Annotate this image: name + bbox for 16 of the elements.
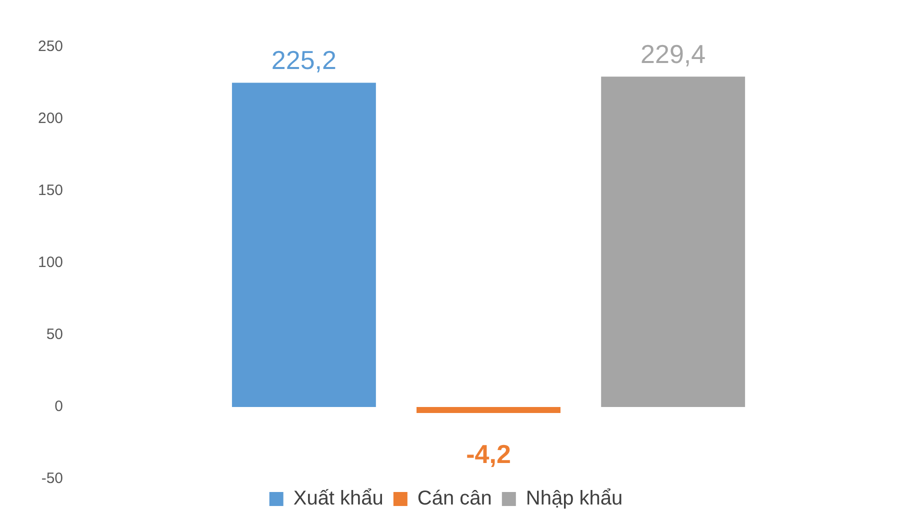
y-tick-label: 150 xyxy=(38,182,64,200)
y-tick-label: -50 xyxy=(41,470,64,488)
bar xyxy=(232,82,376,407)
y-tick-label: 50 xyxy=(46,326,64,344)
legend-label: Xuất khẩu xyxy=(293,488,384,510)
data-label: 225,2 xyxy=(271,44,336,75)
data-label: -4,2 xyxy=(466,439,511,470)
bar xyxy=(416,407,560,414)
y-tick-label: 0 xyxy=(54,398,64,416)
bar xyxy=(601,76,746,407)
data-label: 229,4 xyxy=(640,38,706,69)
y-tick-label: 100 xyxy=(38,254,64,272)
y-tick-label: 250 xyxy=(38,38,64,56)
y-tick-label: 200 xyxy=(38,110,64,128)
legend-label: Cán cân xyxy=(417,488,492,510)
legend-label: Nhập khẩu xyxy=(526,488,623,510)
